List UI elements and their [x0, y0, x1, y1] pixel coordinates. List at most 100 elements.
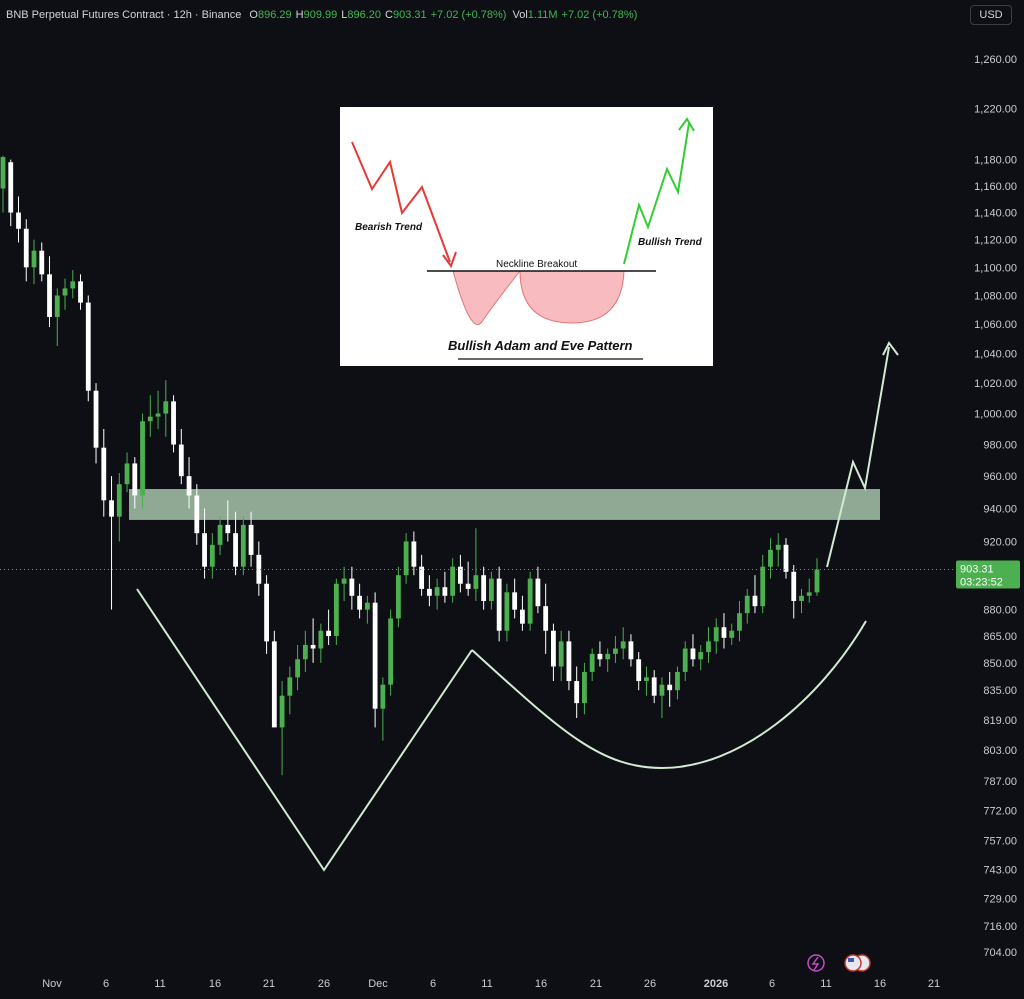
- candle[interactable]: [93, 383, 99, 464]
- candle[interactable]: [411, 531, 417, 576]
- candle[interactable]: [287, 666, 293, 715]
- candle[interactable]: [799, 588, 804, 614]
- candle[interactable]: [178, 428, 184, 485]
- candle[interactable]: [256, 541, 262, 596]
- candle[interactable]: [814, 558, 820, 596]
- candle[interactable]: [333, 578, 339, 645]
- candle[interactable]: [16, 196, 21, 243]
- candle[interactable]: [644, 666, 649, 696]
- candle[interactable]: [589, 648, 595, 682]
- candle[interactable]: [775, 533, 781, 567]
- lightning-icon[interactable]: [807, 954, 825, 972]
- candle[interactable]: [659, 677, 665, 719]
- candle[interactable]: [23, 219, 29, 282]
- candle[interactable]: [147, 395, 153, 437]
- candle[interactable]: [341, 566, 347, 601]
- candle[interactable]: [783, 538, 789, 579]
- candle[interactable]: [713, 618, 719, 654]
- currency-button[interactable]: USD: [970, 5, 1012, 25]
- candle[interactable]: [543, 583, 549, 654]
- candle[interactable]: [318, 623, 324, 663]
- candle[interactable]: [194, 484, 200, 545]
- candle[interactable]: [682, 641, 688, 682]
- candle[interactable]: [473, 528, 479, 601]
- candle[interactable]: [271, 630, 277, 728]
- candle[interactable]: [690, 634, 696, 667]
- candle[interactable]: [760, 554, 766, 614]
- candle[interactable]: [558, 630, 564, 682]
- candle[interactable]: [8, 159, 14, 227]
- candle[interactable]: [806, 578, 812, 603]
- candle[interactable]: [349, 566, 355, 610]
- candle[interactable]: [729, 623, 735, 645]
- candle[interactable]: [636, 652, 642, 691]
- candle[interactable]: [434, 578, 440, 610]
- candle[interactable]: [101, 428, 107, 517]
- candle[interactable]: [155, 390, 161, 429]
- adam-v-line[interactable]: [136, 588, 473, 872]
- candle[interactable]: [209, 533, 215, 579]
- candle[interactable]: [496, 566, 502, 642]
- us-events-icon[interactable]: [844, 954, 871, 972]
- candle[interactable]: [78, 274, 83, 310]
- candle[interactable]: [279, 681, 285, 776]
- candle[interactable]: [566, 630, 572, 691]
- candle[interactable]: [233, 511, 238, 576]
- candle[interactable]: [442, 571, 448, 603]
- candle[interactable]: [721, 613, 727, 649]
- candle[interactable]: [605, 648, 611, 672]
- candle[interactable]: [791, 564, 797, 619]
- candle[interactable]: [140, 413, 145, 509]
- candle[interactable]: [70, 270, 76, 299]
- candle[interactable]: [225, 500, 231, 542]
- candle[interactable]: [124, 452, 130, 493]
- candle[interactable]: [426, 575, 432, 607]
- candle[interactable]: [264, 575, 269, 654]
- candle[interactable]: [240, 516, 246, 576]
- candle[interactable]: [457, 554, 463, 593]
- candle[interactable]: [752, 575, 758, 614]
- candle[interactable]: [675, 666, 680, 700]
- candle[interactable]: [132, 457, 138, 509]
- candle[interactable]: [551, 623, 556, 682]
- candle[interactable]: [768, 538, 773, 579]
- candle[interactable]: [295, 644, 300, 691]
- candle[interactable]: [628, 634, 634, 667]
- candle[interactable]: [372, 592, 378, 728]
- candle[interactable]: [465, 561, 471, 596]
- candle[interactable]: [574, 666, 580, 719]
- candle[interactable]: [403, 533, 409, 584]
- candle[interactable]: [698, 644, 704, 671]
- candle[interactable]: [395, 566, 401, 628]
- candle[interactable]: [310, 618, 316, 663]
- candle[interactable]: [202, 508, 207, 579]
- candle[interactable]: [512, 578, 518, 619]
- candle[interactable]: [171, 395, 176, 453]
- candle[interactable]: [326, 609, 332, 645]
- candle[interactable]: [520, 595, 525, 631]
- candle[interactable]: [388, 609, 394, 696]
- candle[interactable]: [85, 295, 91, 402]
- candle[interactable]: [488, 571, 494, 610]
- candle[interactable]: [380, 677, 386, 741]
- candle[interactable]: [504, 583, 510, 642]
- candle[interactable]: [419, 554, 425, 596]
- candle[interactable]: [450, 558, 456, 603]
- candle[interactable]: [364, 595, 370, 624]
- candle[interactable]: [109, 476, 114, 610]
- candle[interactable]: [620, 627, 626, 660]
- projection-path[interactable]: [826, 346, 890, 568]
- candle[interactable]: [186, 457, 192, 509]
- candle[interactable]: [39, 242, 45, 282]
- candle[interactable]: [62, 278, 68, 310]
- candle[interactable]: [667, 671, 673, 707]
- candle[interactable]: [217, 516, 223, 555]
- candle[interactable]: [535, 566, 541, 614]
- candle[interactable]: [527, 571, 533, 631]
- candle[interactable]: [31, 239, 37, 285]
- candle[interactable]: [0, 155, 6, 213]
- candle[interactable]: [47, 256, 52, 328]
- resistance-zone[interactable]: [129, 489, 880, 520]
